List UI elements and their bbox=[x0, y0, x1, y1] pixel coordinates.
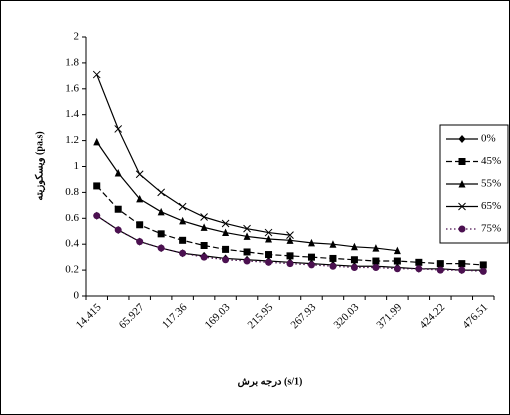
legend-marker bbox=[458, 202, 466, 211]
point-marker bbox=[93, 137, 101, 146]
y-tick-label: 0.6 bbox=[65, 212, 79, 224]
point-marker bbox=[372, 244, 380, 252]
y-tick-label: 0.8 bbox=[65, 186, 79, 198]
point-marker bbox=[114, 168, 122, 177]
point-marker bbox=[393, 257, 401, 265]
point-marker bbox=[93, 182, 101, 190]
point-marker bbox=[265, 251, 273, 259]
x-axis-title: درجه برش (s/1) bbox=[238, 376, 303, 387]
point-marker bbox=[93, 212, 101, 220]
point-marker bbox=[243, 232, 251, 240]
point-marker bbox=[200, 241, 208, 249]
point-marker bbox=[265, 235, 273, 243]
point-marker bbox=[286, 260, 294, 268]
point-marker bbox=[264, 228, 273, 237]
y-axis-title: ویسکوزیته (pa.s) bbox=[34, 131, 45, 200]
point-marker bbox=[200, 223, 208, 231]
point-marker bbox=[136, 194, 144, 203]
point-marker bbox=[479, 261, 487, 269]
point-marker bbox=[157, 207, 165, 216]
series-line bbox=[96, 74, 291, 236]
point-marker bbox=[114, 205, 122, 213]
point-marker bbox=[350, 242, 358, 251]
point-marker bbox=[222, 228, 230, 237]
y-tick-label: 1.2 bbox=[65, 134, 79, 146]
y-tick-label: 2 bbox=[74, 31, 80, 43]
y-tick-label: 1.6 bbox=[65, 82, 79, 94]
point-marker bbox=[157, 244, 165, 252]
legend-marker bbox=[458, 225, 466, 233]
y-tick-label: 1.8 bbox=[65, 56, 79, 68]
point-marker bbox=[114, 226, 122, 234]
point-marker bbox=[114, 125, 123, 133]
legend-marker bbox=[458, 180, 466, 188]
point-marker bbox=[458, 260, 466, 268]
legend-label: 0% bbox=[481, 133, 496, 145]
y-tick-label: 0 bbox=[74, 290, 80, 302]
point-marker bbox=[350, 256, 358, 264]
point-marker bbox=[329, 254, 337, 262]
legend-label: 55% bbox=[481, 178, 501, 190]
point-marker bbox=[372, 264, 380, 272]
legend-label: 65% bbox=[481, 200, 501, 212]
point-marker bbox=[329, 240, 337, 248]
point-marker bbox=[436, 266, 444, 274]
point-marker bbox=[157, 230, 165, 238]
point-marker bbox=[243, 257, 251, 265]
point-marker bbox=[393, 246, 401, 255]
point-marker bbox=[307, 238, 315, 247]
point-marker bbox=[458, 266, 466, 274]
point-marker bbox=[307, 253, 315, 261]
point-marker bbox=[179, 249, 187, 257]
point-marker bbox=[286, 236, 294, 244]
point-marker bbox=[222, 245, 230, 253]
point-marker bbox=[200, 253, 208, 261]
point-marker bbox=[222, 256, 230, 264]
point-marker bbox=[179, 216, 187, 225]
point-marker bbox=[436, 260, 444, 268]
point-marker bbox=[307, 261, 315, 269]
y-tick-label: 1 bbox=[74, 160, 80, 172]
point-marker bbox=[179, 236, 187, 244]
point-marker bbox=[372, 257, 380, 265]
point-marker bbox=[243, 224, 251, 233]
point-marker bbox=[178, 202, 187, 211]
legend-marker bbox=[458, 135, 466, 143]
point-marker bbox=[286, 252, 294, 260]
point-marker bbox=[415, 265, 423, 273]
legend-marker bbox=[458, 158, 466, 165]
point-marker bbox=[136, 238, 144, 246]
legend-label: 75% bbox=[481, 223, 501, 235]
point-marker bbox=[243, 248, 251, 256]
point-marker bbox=[136, 221, 144, 229]
point-marker bbox=[221, 219, 230, 228]
point-marker bbox=[479, 267, 487, 275]
point-marker bbox=[329, 262, 337, 270]
point-marker bbox=[200, 213, 208, 221]
point-marker bbox=[350, 264, 358, 272]
point-marker bbox=[135, 170, 144, 179]
point-marker bbox=[92, 70, 101, 79]
point-marker bbox=[157, 188, 166, 197]
y-tick-label: 1.4 bbox=[65, 108, 79, 120]
legend-label: 45% bbox=[481, 155, 501, 167]
y-tick-label: 0.2 bbox=[65, 264, 79, 276]
y-tick-label: 0.4 bbox=[65, 238, 79, 250]
point-marker bbox=[393, 265, 401, 273]
point-marker bbox=[265, 258, 273, 266]
point-marker bbox=[415, 258, 423, 266]
point-marker bbox=[286, 231, 294, 239]
